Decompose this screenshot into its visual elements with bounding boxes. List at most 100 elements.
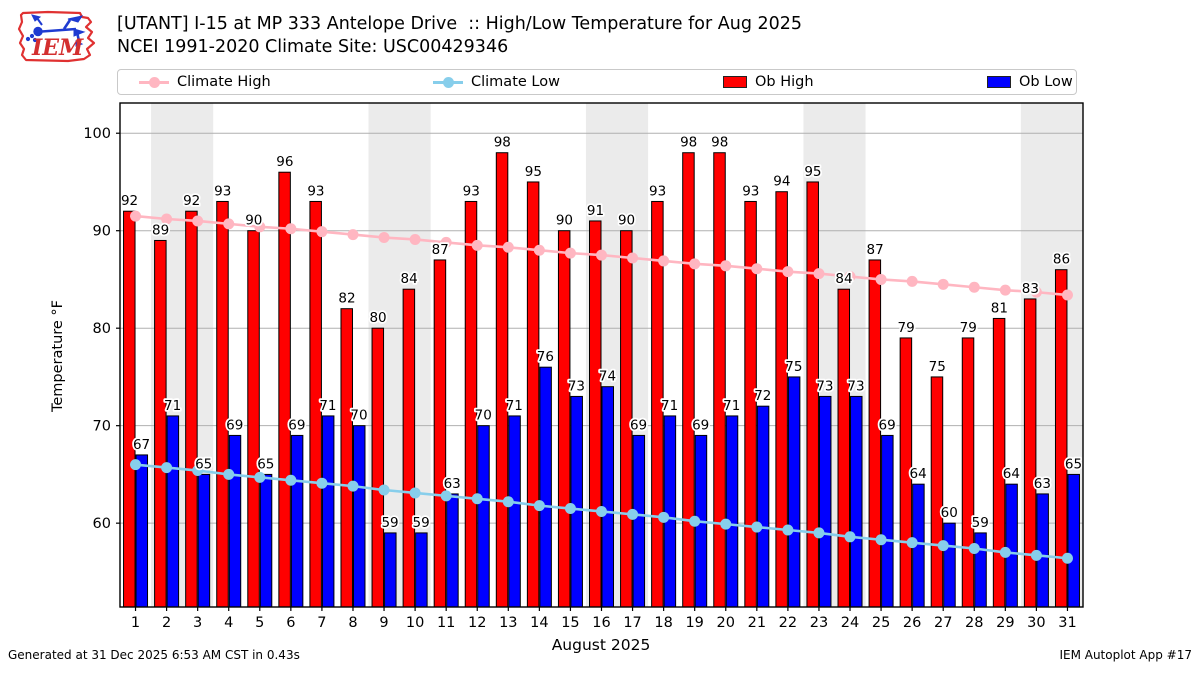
legend-item-climate-low: Climate Low: [433, 70, 560, 94]
x-tick-label: 7: [317, 615, 326, 631]
ob-high-value-label: 95: [804, 164, 821, 180]
climate-low-line-marker: [254, 471, 266, 483]
ob-low-value-label: 59: [381, 515, 398, 531]
climate-high-line-marker: [844, 271, 856, 283]
climate-high-line-marker: [409, 233, 421, 245]
ob-high-value-label: 89: [152, 222, 169, 238]
legend-label: Ob High: [755, 74, 814, 90]
ob-low-bar: [1005, 483, 1018, 608]
ob-low-bar: [384, 532, 397, 608]
climate-low-line-swatch: [433, 76, 463, 88]
climate-low-line-marker: [627, 508, 639, 520]
ob-low-value-label: 63: [1034, 476, 1051, 492]
x-tick-label: 2: [162, 615, 171, 631]
climate-low-line-marker: [875, 534, 887, 546]
ob-high-bar: [775, 191, 788, 608]
climate-high-line-marker: [906, 275, 918, 287]
ob-high-bar: [837, 288, 851, 608]
legend-label: Ob Low: [1019, 74, 1073, 90]
chart-legend: Climate High Climate Low Ob High Ob Low: [117, 69, 1077, 95]
climate-low-line-marker: [316, 477, 328, 489]
ob-low-bar: [415, 532, 428, 608]
climate-high-line-marker: [130, 210, 142, 222]
x-tick-label: 12: [468, 615, 486, 631]
ob-high-bar: [868, 259, 882, 608]
ob-low-value-label: 76: [537, 349, 554, 365]
ob-high-value-label: 93: [307, 183, 324, 199]
climate-low-line-marker: [813, 527, 825, 539]
ob-high-value-label: 98: [494, 135, 511, 151]
ob-high-bar: [682, 152, 695, 608]
ob-high-bar: [930, 376, 944, 608]
climate-high-line-marker: [471, 239, 483, 251]
ob-high-bar: [713, 152, 726, 608]
climate-high-line-marker: [347, 229, 359, 241]
ob-high-bar: [402, 288, 416, 608]
climate-low-line-marker: [1061, 552, 1073, 564]
ob-low-bar: [787, 376, 801, 608]
ob-high-value-label: 86: [1053, 252, 1070, 268]
legend-label: Climate High: [177, 74, 271, 90]
x-tick-label: 18: [654, 615, 672, 631]
ob-high-value-label: 87: [432, 242, 449, 258]
ob-high-value-label: 82: [338, 291, 355, 307]
climate-high-line-marker: [875, 273, 887, 285]
climate-low-line-marker: [968, 543, 980, 555]
x-tick-label: 11: [437, 615, 455, 631]
ob-low-value-label: 71: [506, 398, 523, 414]
ob-high-bar: [1023, 298, 1037, 608]
x-tick-label: 15: [561, 615, 579, 631]
ob-high-value-label: 91: [587, 203, 604, 219]
legend-item-ob-high: Ob High: [723, 70, 814, 94]
ob-low-bar: [446, 493, 459, 608]
climate-low-line-marker: [440, 490, 452, 502]
ob-low-value-label: 74: [599, 369, 616, 385]
ob-low-bar: [321, 415, 335, 608]
generated-timestamp: Generated at 31 Dec 2025 6:53 AM CST in …: [8, 648, 300, 662]
ob-low-value-label: 75: [785, 359, 802, 375]
ob-high-value-label: 90: [245, 213, 262, 229]
ob-low-bar: [725, 415, 739, 608]
ob-low-bar: [228, 434, 242, 608]
ob-low-bar-swatch: [987, 76, 1011, 88]
ob-low-bar: [1067, 473, 1080, 608]
ob-high-bar: [247, 230, 260, 608]
climate-high-line-marker: [1061, 289, 1073, 301]
ob-low-value-label: 70: [350, 408, 367, 424]
climate-high-line-marker: [533, 244, 545, 256]
x-tick-label: 3: [193, 615, 202, 631]
climate-low-line-marker: [347, 480, 359, 492]
climate-high-line-marker: [1030, 286, 1042, 298]
ob-low-value-label: 67: [133, 437, 150, 453]
x-tick-label: 16: [592, 615, 610, 631]
climate-high-line-marker: [223, 218, 235, 230]
climate-low-line-marker: [782, 524, 794, 536]
x-tick-label: 5: [255, 615, 264, 631]
ob-low-value-label: 69: [288, 417, 305, 433]
x-tick-label: 29: [996, 615, 1014, 631]
ob-high-bar: [464, 200, 478, 608]
ob-high-value-label: 93: [463, 183, 480, 199]
x-tick-label: 1: [131, 615, 140, 631]
x-tick-label: 26: [903, 615, 921, 631]
ob-low-value-label: 71: [723, 398, 740, 414]
climate-low-line-marker: [1030, 549, 1042, 561]
ob-low-bar: [259, 473, 273, 608]
climate-high-line-marker: [502, 241, 514, 253]
ob-high-value-label: 98: [680, 135, 697, 151]
ob-high-bar: [961, 337, 975, 608]
ob-low-bar: [601, 386, 614, 608]
climate-low-line-marker: [378, 484, 390, 496]
climate-high-line-swatch: [139, 76, 169, 88]
ob-high-value-label: 79: [960, 320, 977, 336]
x-tick-label: 27: [934, 615, 952, 631]
climate-high-line-marker: [689, 258, 701, 270]
ob-low-bar: [881, 434, 894, 608]
ob-high-bar: [185, 210, 198, 608]
ob-high-value-label: 79: [898, 320, 915, 336]
y-tick-label: 90: [93, 224, 111, 240]
x-tick-label: 23: [810, 615, 828, 631]
ob-high-value-label: 92: [183, 193, 200, 209]
ob-low-bar: [632, 434, 646, 608]
